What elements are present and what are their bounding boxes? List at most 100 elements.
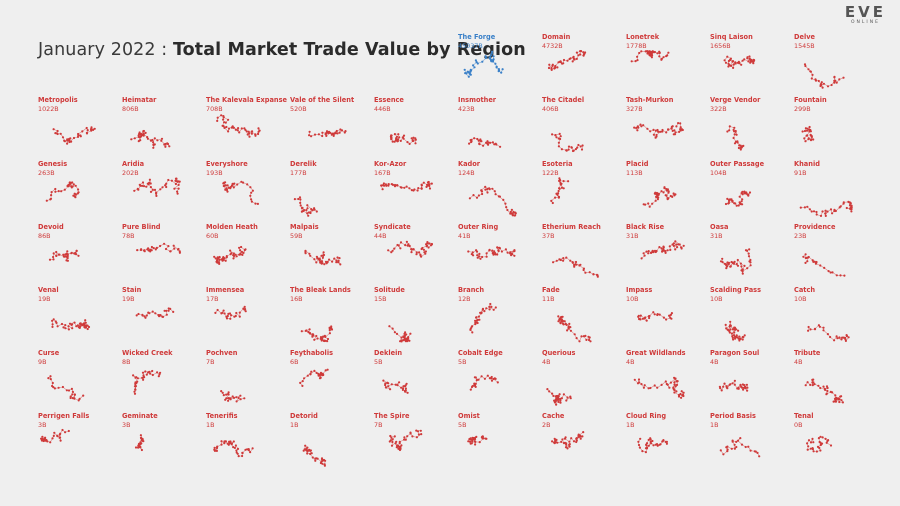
map-system bbox=[299, 198, 302, 201]
region-tile: Tash-Murkon 327B bbox=[626, 96, 702, 156]
map-system bbox=[579, 50, 582, 53]
region-tile: Derelik 177B bbox=[290, 160, 366, 220]
region-value: 122B bbox=[542, 169, 559, 177]
map-system bbox=[165, 309, 168, 312]
map-system bbox=[731, 382, 734, 385]
map-system bbox=[401, 388, 404, 391]
map-system bbox=[382, 182, 385, 185]
map-system bbox=[226, 190, 229, 193]
map-system bbox=[404, 438, 407, 441]
region-name: Khanid bbox=[794, 160, 820, 168]
region-tile: Scalding Pass 10B bbox=[710, 286, 786, 346]
map-system bbox=[660, 247, 663, 250]
region-value: 5B bbox=[458, 358, 467, 366]
map-system bbox=[636, 129, 639, 132]
map-system bbox=[734, 337, 737, 340]
map-system bbox=[305, 209, 308, 212]
region-tile: Placid 113B bbox=[626, 160, 702, 220]
map-system bbox=[677, 395, 681, 398]
map-system bbox=[841, 336, 844, 339]
map-system bbox=[408, 339, 411, 342]
map-system bbox=[311, 456, 314, 459]
map-system bbox=[62, 326, 65, 329]
region-value: 59B bbox=[290, 232, 303, 240]
map-system bbox=[393, 331, 396, 334]
map-system bbox=[752, 60, 755, 63]
map-system bbox=[476, 256, 479, 259]
region-name: Pure Blind bbox=[122, 223, 161, 231]
map-system bbox=[838, 398, 841, 401]
map-system bbox=[257, 127, 260, 130]
map-system bbox=[741, 190, 744, 193]
map-system bbox=[579, 145, 582, 148]
map-system bbox=[582, 431, 585, 434]
map-system bbox=[749, 261, 752, 264]
map-system bbox=[220, 440, 223, 443]
map-system bbox=[736, 264, 740, 267]
map-system bbox=[466, 70, 469, 73]
map-system bbox=[59, 132, 62, 135]
map-system bbox=[223, 126, 226, 129]
map-system bbox=[638, 51, 641, 55]
region-map bbox=[637, 437, 668, 454]
map-system bbox=[733, 334, 736, 337]
map-system bbox=[667, 51, 670, 54]
map-system bbox=[670, 127, 673, 130]
map-system bbox=[834, 394, 837, 397]
map-system bbox=[551, 440, 554, 443]
map-system bbox=[485, 307, 488, 310]
map-system bbox=[807, 439, 811, 442]
map-system bbox=[820, 81, 823, 84]
region-map bbox=[130, 129, 171, 149]
map-system bbox=[561, 438, 564, 441]
map-system bbox=[566, 396, 569, 399]
map-system bbox=[826, 386, 829, 390]
map-system bbox=[415, 251, 418, 254]
map-system bbox=[406, 435, 409, 438]
map-system bbox=[476, 137, 479, 141]
map-system bbox=[638, 381, 641, 384]
map-system bbox=[806, 381, 809, 384]
map-system bbox=[588, 271, 591, 274]
map-system bbox=[240, 245, 243, 249]
region-value: 78B bbox=[122, 232, 135, 240]
map-system bbox=[834, 398, 837, 401]
map-system bbox=[556, 441, 559, 444]
map-system bbox=[64, 324, 67, 327]
map-system bbox=[234, 314, 237, 318]
map-system bbox=[559, 399, 562, 402]
map-system bbox=[480, 436, 483, 439]
region-map bbox=[469, 374, 499, 391]
map-system bbox=[235, 311, 238, 315]
map-system bbox=[403, 436, 406, 439]
map-system bbox=[809, 447, 812, 450]
map-system bbox=[321, 131, 324, 134]
map-system bbox=[297, 197, 300, 201]
region-value: 4B bbox=[542, 358, 551, 366]
map-system bbox=[567, 148, 570, 151]
region-tile: Deklein 5B bbox=[374, 349, 450, 409]
map-system bbox=[494, 62, 497, 65]
map-system bbox=[803, 206, 806, 209]
map-system bbox=[159, 314, 162, 317]
map-system bbox=[550, 199, 553, 202]
map-system bbox=[808, 208, 811, 211]
map-system bbox=[748, 191, 752, 194]
map-system bbox=[238, 315, 241, 318]
map-system bbox=[239, 394, 242, 397]
map-system bbox=[258, 129, 261, 132]
map-system bbox=[675, 243, 678, 246]
region-map bbox=[463, 50, 504, 78]
map-system bbox=[741, 193, 744, 196]
map-system bbox=[648, 316, 651, 320]
map-system bbox=[559, 135, 562, 138]
region-name: Cobalt Edge bbox=[458, 349, 503, 357]
map-system bbox=[804, 261, 807, 264]
map-system bbox=[133, 390, 136, 393]
map-system bbox=[554, 395, 557, 398]
map-system bbox=[73, 321, 76, 324]
map-system bbox=[725, 267, 728, 270]
map-system bbox=[64, 431, 67, 434]
map-system bbox=[307, 330, 310, 333]
map-system bbox=[573, 333, 576, 336]
